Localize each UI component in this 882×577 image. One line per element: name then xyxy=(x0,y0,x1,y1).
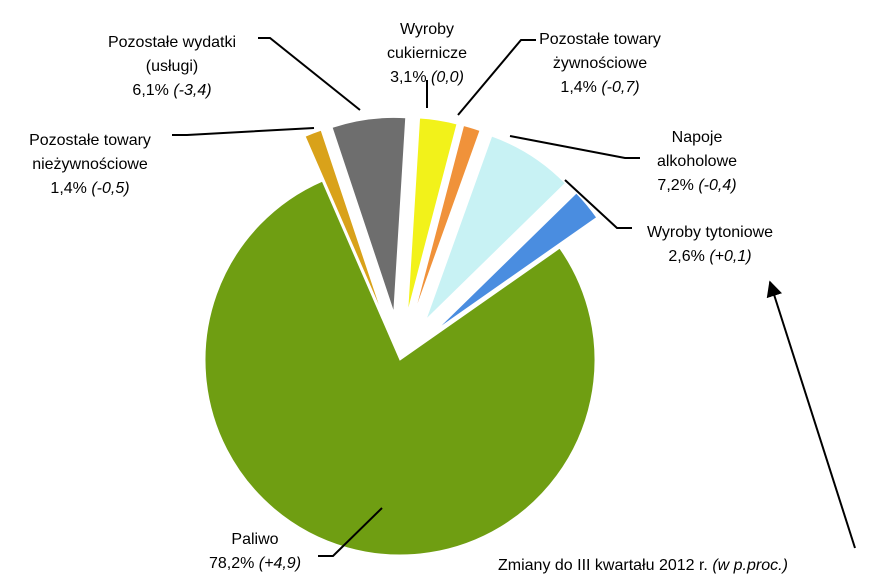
leader-line xyxy=(258,37,361,111)
change-label: (0,0) xyxy=(431,69,464,86)
leader-line xyxy=(318,507,383,557)
value-label: 78,2% xyxy=(209,555,254,572)
pie-slice xyxy=(407,117,458,313)
change-label: (+4,9) xyxy=(259,555,301,572)
change-label: (-0,7) xyxy=(601,79,639,96)
pie-slice xyxy=(331,116,407,313)
slice-value: 2,6% (+0,1) xyxy=(668,248,751,265)
slice-label: Wyroby xyxy=(400,21,454,38)
slice-label: (usługi) xyxy=(146,58,198,75)
slice-label: Napoje xyxy=(672,129,723,146)
value-label: 2,6% xyxy=(668,248,704,265)
slice-label: Pozostałe towary xyxy=(29,132,151,149)
arrow xyxy=(766,280,856,549)
pie-slice xyxy=(425,135,567,320)
pie-slice xyxy=(436,192,598,330)
slice-value: 6,1% (-3,4) xyxy=(132,82,211,99)
slice-value: 78,2% (+4,9) xyxy=(209,555,301,572)
slice-value: 3,1% (0,0) xyxy=(390,69,464,86)
change-label: (-3,4) xyxy=(173,82,211,99)
slice-label: Wyroby tytoniowe xyxy=(647,224,773,241)
slice-label: Paliwo xyxy=(231,531,278,548)
annotation: Zmiany do III kwartału 2012 r. (w p.proc… xyxy=(498,557,788,574)
slice-value: 7,2% (-0,4) xyxy=(657,177,736,194)
change-label: (-0,5) xyxy=(91,180,129,197)
pie-slice xyxy=(204,180,596,556)
change-label: (+0,1) xyxy=(709,248,751,265)
leader-line xyxy=(172,127,315,136)
slice-label: żywnościowe xyxy=(553,55,647,72)
slice-label: cukiernicze xyxy=(387,45,467,62)
slice-label: alkoholowe xyxy=(657,153,737,170)
leader-line xyxy=(564,179,632,229)
slice-value: 1,4% (-0,7) xyxy=(560,79,639,96)
leader-line xyxy=(457,39,536,116)
value-label: 1,4% xyxy=(560,79,596,96)
value-label: 7,2% xyxy=(657,177,693,194)
slice-label: nieżywnościowe xyxy=(32,156,148,173)
value-label: 6,1% xyxy=(132,82,168,99)
pie-slice xyxy=(304,129,384,316)
slice-label: Pozostałe towary xyxy=(539,31,661,48)
slice-label: Pozostałe wydatki xyxy=(108,34,236,51)
value-label: 3,1% xyxy=(390,69,426,86)
annotation-note: (w p.proc.) xyxy=(712,557,788,574)
value-label: 1,4% xyxy=(50,180,86,197)
leader-line xyxy=(509,135,640,159)
change-label: (-0,4) xyxy=(698,177,736,194)
slice-value: 1,4% (-0,5) xyxy=(50,180,129,197)
annotation-text: Zmiany do III kwartału 2012 r. xyxy=(498,557,708,574)
pie-slice xyxy=(413,124,481,315)
